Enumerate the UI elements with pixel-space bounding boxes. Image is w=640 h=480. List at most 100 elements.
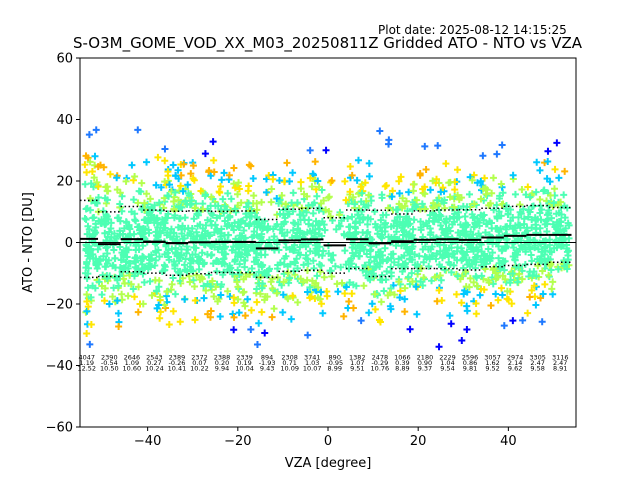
data-point <box>269 175 277 183</box>
data-point <box>247 162 255 170</box>
data-point <box>522 191 530 199</box>
data-point <box>289 189 297 197</box>
data-point <box>189 162 197 170</box>
bin-mean-label: 0.71 <box>282 359 296 367</box>
data-point <box>145 260 153 268</box>
data-point <box>546 236 554 244</box>
data-point <box>187 259 195 267</box>
data-point <box>504 211 512 219</box>
data-point <box>448 220 456 228</box>
data-point <box>105 300 113 308</box>
data-point <box>186 278 194 286</box>
data-point <box>221 202 229 210</box>
data-point <box>426 211 434 219</box>
data-point <box>116 189 124 197</box>
data-point <box>105 256 113 264</box>
data-point <box>223 206 231 214</box>
data-point <box>183 267 191 275</box>
data-point <box>217 206 225 214</box>
data-point <box>499 257 507 265</box>
data-point <box>161 145 169 153</box>
data-point <box>511 190 519 198</box>
data-point <box>518 275 526 283</box>
data-point <box>92 126 100 134</box>
data-point <box>367 215 375 223</box>
data-point <box>195 265 203 273</box>
data-point <box>450 261 458 269</box>
data-point <box>228 246 236 254</box>
data-point <box>124 246 132 254</box>
data-point <box>326 267 334 275</box>
data-point <box>454 243 462 251</box>
data-point <box>340 312 348 320</box>
data-point <box>143 190 151 198</box>
data-point <box>560 202 568 210</box>
data-point <box>368 300 376 308</box>
data-point <box>180 234 188 242</box>
data-point <box>85 225 93 233</box>
data-point <box>95 194 103 202</box>
bin-mean-label: 2.47 <box>553 359 567 367</box>
data-point <box>255 319 263 327</box>
data-point <box>380 287 388 295</box>
y-tick-label: 40 <box>56 113 73 128</box>
data-point <box>495 208 503 216</box>
data-point <box>113 297 121 305</box>
data-point <box>345 223 353 231</box>
data-point <box>561 167 569 175</box>
data-point <box>458 299 466 307</box>
data-point <box>93 178 101 186</box>
data-point <box>268 185 276 193</box>
data-point <box>495 254 503 262</box>
data-point <box>538 206 546 214</box>
data-point <box>451 186 459 194</box>
data-point <box>357 183 365 191</box>
data-point <box>396 294 404 302</box>
data-point <box>441 217 449 225</box>
data-point <box>523 227 531 235</box>
data-point <box>498 291 506 299</box>
data-point <box>373 260 381 268</box>
bin-mean-label: 0.20 <box>215 359 229 367</box>
data-point <box>286 260 294 268</box>
data-point <box>345 297 353 305</box>
data-point <box>216 182 224 190</box>
data-point <box>189 251 197 259</box>
data-point <box>305 201 313 209</box>
data-point <box>127 280 135 288</box>
data-point <box>83 230 91 238</box>
data-point <box>227 195 235 203</box>
data-point <box>250 258 258 266</box>
data-point <box>291 259 299 267</box>
data-point <box>242 203 250 211</box>
data-point <box>387 254 395 262</box>
data-point <box>346 188 354 196</box>
data-point <box>365 258 373 266</box>
data-point <box>264 222 272 230</box>
data-point <box>163 231 171 239</box>
data-point <box>308 229 316 237</box>
y-axis-label: ATO - NTO [DU] <box>21 192 36 293</box>
data-point <box>286 245 294 253</box>
data-point <box>140 199 148 207</box>
data-point <box>461 286 469 294</box>
data-point <box>253 298 261 306</box>
data-point <box>177 203 185 211</box>
bin-mean-label: 1.62 <box>485 359 499 367</box>
data-point <box>313 272 321 280</box>
data-point <box>507 206 515 214</box>
data-point <box>296 227 304 235</box>
data-point <box>257 233 265 241</box>
data-point <box>256 290 264 298</box>
bin-count-label: 3305 <box>529 353 546 361</box>
data-point <box>244 295 252 303</box>
data-point <box>352 282 360 290</box>
data-point <box>262 188 270 196</box>
data-point <box>134 308 142 316</box>
data-point <box>176 318 184 326</box>
data-point <box>403 207 411 215</box>
bin-count-label: 2974 <box>507 353 524 361</box>
data-point <box>479 152 487 160</box>
data-point <box>135 246 143 254</box>
data-point <box>146 208 154 216</box>
